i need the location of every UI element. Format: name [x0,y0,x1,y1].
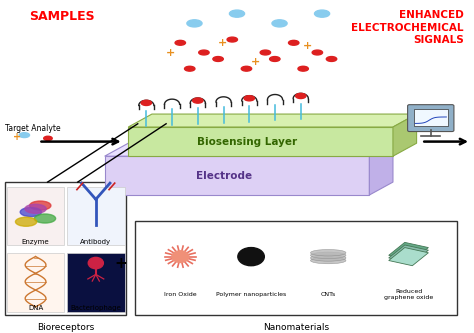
Ellipse shape [310,252,346,259]
Text: Biosensing Layer: Biosensing Layer [197,137,298,147]
FancyBboxPatch shape [7,187,64,245]
Text: +: + [166,48,175,58]
Polygon shape [389,242,428,260]
Text: Bacteriophage: Bacteriophage [71,305,121,311]
FancyBboxPatch shape [414,109,448,126]
Ellipse shape [187,20,202,27]
Polygon shape [128,114,417,127]
Polygon shape [389,245,428,263]
Ellipse shape [44,136,52,141]
Ellipse shape [315,10,329,17]
Ellipse shape [141,100,152,106]
Ellipse shape [310,249,346,256]
Ellipse shape [229,10,245,17]
Ellipse shape [16,217,36,226]
FancyBboxPatch shape [67,187,125,245]
Polygon shape [105,156,369,195]
Text: +: + [251,57,261,67]
Polygon shape [369,143,393,195]
Ellipse shape [296,93,306,99]
Text: SAMPLES: SAMPLES [29,10,95,23]
Text: +: + [303,41,312,51]
Circle shape [172,251,189,262]
Polygon shape [105,143,393,156]
Ellipse shape [175,40,185,45]
Text: Nanomaterials: Nanomaterials [263,323,329,332]
Ellipse shape [289,40,299,45]
Ellipse shape [35,214,55,223]
Circle shape [238,247,264,266]
Ellipse shape [30,201,51,210]
Ellipse shape [326,57,337,61]
Ellipse shape [298,66,309,71]
Ellipse shape [213,57,223,61]
Text: +: + [218,38,228,48]
FancyBboxPatch shape [67,253,125,312]
Ellipse shape [312,50,322,55]
FancyBboxPatch shape [5,182,126,315]
FancyBboxPatch shape [136,221,457,315]
Text: Bioreceptors: Bioreceptors [37,323,94,332]
Ellipse shape [192,98,203,103]
Text: Electrode: Electrode [196,170,252,180]
Text: Reduced
graphene oxide: Reduced graphene oxide [384,289,433,300]
Text: Polymer nanoparticles: Polymer nanoparticles [216,292,286,297]
Polygon shape [393,114,417,156]
Text: CNTs: CNTs [320,292,336,297]
Ellipse shape [310,257,346,264]
Ellipse shape [20,207,41,216]
Text: ENHANCED
ELECTROCHEMICAL
SIGNALS: ENHANCED ELECTROCHEMICAL SIGNALS [351,10,464,45]
Text: Target Analyte: Target Analyte [5,124,61,133]
Polygon shape [128,127,393,156]
Ellipse shape [88,257,103,269]
Ellipse shape [19,133,29,138]
Ellipse shape [310,255,346,261]
Text: +: + [13,132,21,142]
FancyBboxPatch shape [408,105,454,132]
FancyBboxPatch shape [7,253,64,312]
Text: Enzyme: Enzyme [22,238,49,244]
Ellipse shape [241,66,252,71]
Text: DNA: DNA [28,305,43,311]
Ellipse shape [199,50,209,55]
Polygon shape [389,247,428,266]
Text: Iron Oxide: Iron Oxide [164,292,197,297]
Ellipse shape [270,57,280,61]
Ellipse shape [244,96,255,101]
Ellipse shape [272,20,287,27]
Text: Antibody: Antibody [80,238,111,244]
Ellipse shape [260,50,271,55]
Ellipse shape [25,204,46,213]
Ellipse shape [184,66,195,71]
Text: +: + [115,256,128,271]
Ellipse shape [227,37,237,42]
